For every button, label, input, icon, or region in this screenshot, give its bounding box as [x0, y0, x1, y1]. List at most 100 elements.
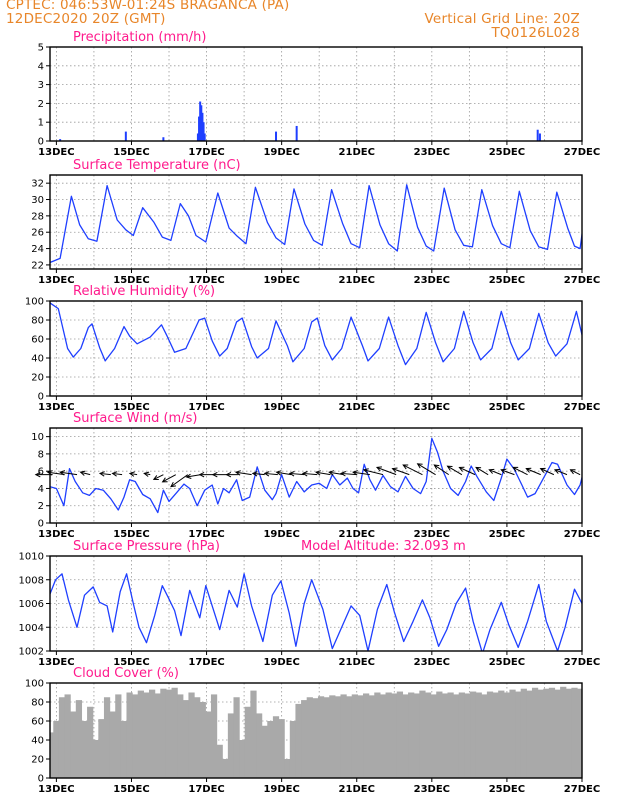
- x-tick-label: 17DEC: [188, 147, 224, 158]
- series-line: [50, 184, 582, 264]
- cloud-bar: [470, 691, 477, 778]
- cloud-bar: [357, 695, 364, 778]
- cloud-bar: [58, 697, 66, 778]
- cloud-bar: [222, 759, 229, 778]
- cloud-bar: [278, 719, 285, 778]
- cloud-bar: [295, 703, 302, 778]
- x-tick-label: 27DEC: [564, 402, 600, 413]
- x-tick-label: 19DEC: [263, 275, 299, 286]
- cloud-bar: [475, 692, 482, 778]
- y-tick-label: 60: [31, 335, 44, 346]
- wind-arrow-head: [275, 470, 282, 476]
- x-tick-label: 17DEC: [188, 784, 224, 795]
- cloud-bar: [267, 721, 274, 778]
- cloud-bar: [272, 716, 280, 778]
- cloud-bar: [143, 692, 150, 778]
- x-tick-label: 25DEC: [489, 657, 525, 668]
- x-tick-label: 17DEC: [188, 402, 224, 413]
- cloud-bar: [531, 687, 539, 778]
- y-tick-label: 0: [38, 519, 44, 530]
- y-tick-label: 32: [31, 179, 44, 190]
- panel-frame: [49, 174, 583, 270]
- cloud-bar: [132, 694, 139, 778]
- cloud-bar: [210, 694, 218, 778]
- wind-arrow-head: [539, 467, 546, 473]
- wind-arrow: [302, 472, 318, 476]
- x-tick-label: 21DEC: [339, 147, 375, 158]
- precip-bar: [201, 112, 204, 141]
- wind-arrow: [341, 472, 357, 476]
- wind-arrow-head: [263, 471, 270, 477]
- wind-arrow-head: [362, 468, 369, 474]
- wind-arrow-head: [301, 471, 308, 477]
- cloud-bar: [351, 694, 358, 778]
- x-tick-label: 23DEC: [414, 784, 450, 795]
- cloud-bar: [560, 686, 567, 778]
- x-tick-label: 15DEC: [113, 147, 149, 158]
- cloud-bar: [160, 688, 167, 778]
- series-line: [50, 573, 582, 651]
- precip-bar: [295, 125, 298, 141]
- y-tick-label: 1008: [19, 575, 44, 586]
- x-tick-label: 25DEC: [489, 784, 525, 795]
- cloud-bar: [70, 711, 77, 778]
- cloud-bar: [64, 694, 71, 778]
- series-line: [50, 302, 582, 366]
- x-tick-label: 19DEC: [263, 529, 299, 540]
- cloud-bar: [103, 697, 111, 778]
- panel-cloud: 0 20 40 60 80 100 13DEC 15DEC 17DEC 19DEC 21DEC 23D…: [25, 666, 600, 795]
- y-tick-label: 100: [25, 297, 44, 308]
- header-model-code: TQ0126L028: [491, 25, 580, 41]
- cloud-bar: [430, 694, 437, 778]
- wind-arrow-head: [185, 473, 192, 479]
- x-tick-label: 19DEC: [263, 147, 299, 158]
- wind-arrow-head: [251, 471, 258, 477]
- wind-arrow-head: [433, 464, 440, 470]
- cloud-bar: [87, 706, 94, 778]
- x-tick-label: 27DEC: [564, 147, 600, 158]
- cloud-bar: [346, 696, 353, 778]
- x-tick-label: 15DEC: [113, 657, 149, 668]
- y-tick-label: 40: [31, 736, 44, 747]
- x-tick-label: 15DEC: [113, 275, 149, 286]
- cloud-bar: [379, 694, 387, 778]
- wind-arrow-head: [416, 463, 423, 469]
- cloud-bar: [464, 693, 471, 778]
- wind-arrow: [434, 464, 449, 476]
- cloud-bar: [402, 694, 409, 778]
- cloud-bar: [227, 713, 235, 778]
- cloud-bar: [436, 691, 443, 778]
- cloud-bar: [413, 693, 420, 778]
- cloud-bar: [81, 721, 88, 778]
- cloud-bar: [424, 692, 432, 778]
- wind-arrow: [112, 472, 123, 476]
- cloud-bar: [548, 687, 556, 778]
- cloud-bar: [312, 698, 319, 778]
- cloud-bar: [503, 692, 511, 778]
- cloud-bar: [205, 711, 212, 778]
- panel-frame: [49, 300, 583, 397]
- cloud-bar: [284, 759, 291, 778]
- y-tick-label: 1002: [19, 647, 44, 658]
- cloud-bar: [216, 744, 223, 778]
- x-tick-label: 19DEC: [263, 402, 299, 413]
- wind-arrow-head: [198, 471, 205, 478]
- y-tick-label: 30: [31, 195, 44, 206]
- wind-arrow: [554, 469, 568, 476]
- cloud-bar: [120, 721, 128, 778]
- y-tick-label: 1010: [19, 552, 44, 563]
- cloud-bar: [458, 692, 465, 778]
- cloud-bar: [577, 688, 582, 778]
- panel-title: Surface Wind (m/s): [73, 411, 197, 426]
- cloud-bar: [301, 700, 308, 778]
- x-tick-label: 19DEC: [263, 657, 299, 668]
- y-tick-label: 20: [31, 755, 44, 766]
- cloud-bar: [571, 687, 578, 778]
- wind-arrow-head: [402, 464, 409, 470]
- y-tick-label: 0: [38, 392, 44, 403]
- x-tick-label: 13DEC: [38, 147, 74, 158]
- cloud-bar: [565, 688, 572, 778]
- cloud-bar: [385, 692, 392, 778]
- cloud-bar: [250, 690, 257, 778]
- precip-bar: [59, 139, 62, 141]
